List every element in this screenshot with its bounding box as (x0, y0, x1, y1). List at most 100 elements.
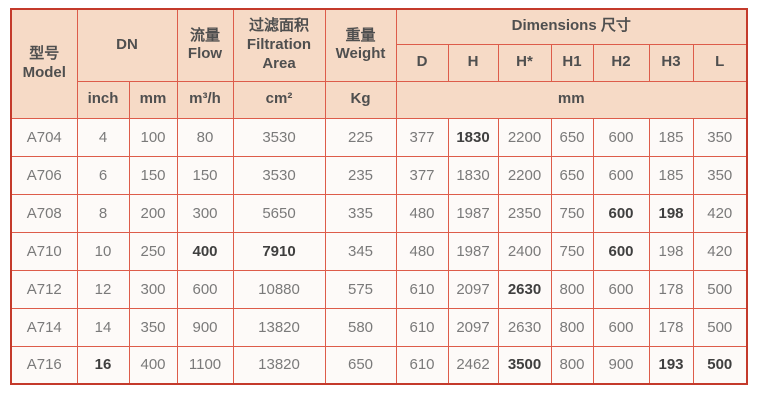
header-row-dim-cols: D H H* H1 H2 H3 L (11, 43, 748, 82)
value-cell: 345 (324, 231, 397, 271)
value-cell: 3530 (232, 155, 326, 195)
model-cell: A708 (10, 193, 78, 233)
value-cell: 600 (592, 193, 650, 233)
header-weight: 重量 Weight (324, 8, 397, 82)
value-cell: 2630 (497, 269, 552, 309)
value-cell: 377 (395, 155, 449, 195)
value-cell: 580 (324, 307, 397, 347)
value-cell: 193 (648, 345, 694, 385)
value-cell: 2350 (497, 193, 552, 233)
value-cell: 800 (550, 269, 594, 309)
value-cell: 13820 (232, 345, 326, 385)
unit-mm: mm (128, 80, 178, 119)
header-filtration-en: Filtration Area (246, 35, 312, 72)
value-cell: 800 (550, 307, 594, 347)
value-cell: 100 (128, 117, 178, 157)
value-cell: 350 (692, 155, 748, 195)
value-cell: 225 (324, 117, 397, 157)
value-cell: 198 (648, 231, 694, 271)
header-model-en: Model (22, 63, 66, 81)
value-cell: 480 (395, 193, 449, 233)
value-cell: 1987 (447, 231, 499, 271)
value-cell: 900 (592, 345, 650, 385)
model-cell: A704 (10, 117, 78, 157)
product-spec-table: 型号 Model DN 流量 Flow 过滤面积 Filtration Area… (10, 8, 749, 385)
table-row: A704 4 100 80 3530 225 377 1830 2200 650 600 185 350 (10, 117, 748, 157)
value-cell: 185 (648, 155, 694, 195)
value-cell: 250 (128, 231, 178, 271)
value-cell: 235 (324, 155, 397, 195)
header-dim-h2: H2 (592, 43, 650, 82)
value-cell: 2200 (497, 155, 552, 195)
header-row-units: inch mm m³/h cm² Kg mm (11, 80, 748, 119)
header-dim-h3: H3 (648, 43, 694, 82)
table-row: A706 6 150 150 3530 235 377 1830 2200 650 600 185 35… (10, 155, 748, 195)
header-flow-zh: 流量 (190, 26, 221, 44)
value-cell: 7910 (232, 231, 326, 271)
model-cell: A706 (10, 155, 78, 195)
table-row: A716 16 400 1100 13820 650 610 2462 3500 800 900 19… (10, 345, 748, 385)
value-cell: 8 (76, 193, 130, 233)
value-cell: 377 (395, 117, 449, 157)
model-cell: A710 (10, 231, 78, 271)
value-cell: 1830 (447, 117, 499, 157)
value-cell: 2200 (497, 117, 552, 157)
value-cell: 2462 (447, 345, 499, 385)
table-row: A714 14 350 900 13820 580 610 2097 2630 800 600 178… (10, 307, 748, 347)
unit-flow: m³/h (176, 80, 234, 119)
value-cell: 200 (128, 193, 178, 233)
table-row: A712 12 300 600 10880 575 610 2097 2630 800 600 178… (10, 269, 748, 309)
value-cell: 600 (592, 269, 650, 309)
value-cell: 500 (692, 345, 748, 385)
value-cell: 600 (176, 269, 234, 309)
value-cell: 300 (128, 269, 178, 309)
value-cell: 185 (648, 117, 694, 157)
value-cell: 800 (550, 345, 594, 385)
value-cell: 420 (692, 193, 748, 233)
value-cell: 1987 (447, 193, 499, 233)
header-weight-zh: 重量 (345, 26, 376, 44)
unit-dims: mm (395, 80, 748, 119)
value-cell: 650 (324, 345, 397, 385)
header-dn: DN (76, 8, 178, 82)
unit-area: cm² (232, 80, 326, 119)
header-filtration-zh: 过滤面积 (249, 17, 310, 35)
header-model: 型号 Model (10, 8, 78, 119)
value-cell: 650 (550, 117, 594, 157)
value-cell: 3500 (497, 345, 552, 385)
model-cell: A714 (10, 307, 78, 347)
value-cell: 900 (176, 307, 234, 347)
value-cell: 575 (324, 269, 397, 309)
table-row: A708 8 200 300 5650 335 480 1987 2350 750 600 198 42… (10, 193, 748, 233)
header-dim-d: D (395, 43, 449, 82)
value-cell: 600 (592, 117, 650, 157)
value-cell: 1830 (447, 155, 499, 195)
unit-inch: inch (76, 80, 130, 119)
value-cell: 10 (76, 231, 130, 271)
value-cell: 335 (324, 193, 397, 233)
header-flow-en: Flow (187, 45, 223, 63)
value-cell: 6 (76, 155, 130, 195)
value-cell: 610 (395, 307, 449, 347)
value-cell: 500 (692, 269, 748, 309)
value-cell: 150 (176, 155, 234, 195)
header-model-zh: 型号 (29, 45, 60, 62)
value-cell: 750 (550, 193, 594, 233)
value-cell: 4 (76, 117, 130, 157)
value-cell: 600 (592, 231, 650, 271)
value-cell: 420 (692, 231, 748, 271)
value-cell: 2400 (497, 231, 552, 271)
value-cell: 80 (176, 117, 234, 157)
header-dim-h1: H1 (550, 43, 594, 82)
value-cell: 480 (395, 231, 449, 271)
model-cell: A716 (10, 345, 78, 385)
table-row: A710 10 250 400 7910 345 480 1987 2400 750 600 198 4… (10, 231, 748, 271)
header-weight-en: Weight (335, 45, 386, 63)
header-dim-l: L (692, 43, 748, 82)
value-cell: 13820 (232, 307, 326, 347)
value-cell: 198 (648, 193, 694, 233)
header-dim-h: H (447, 43, 499, 82)
value-cell: 2097 (447, 307, 499, 347)
value-cell: 750 (550, 231, 594, 271)
value-cell: 400 (128, 345, 178, 385)
